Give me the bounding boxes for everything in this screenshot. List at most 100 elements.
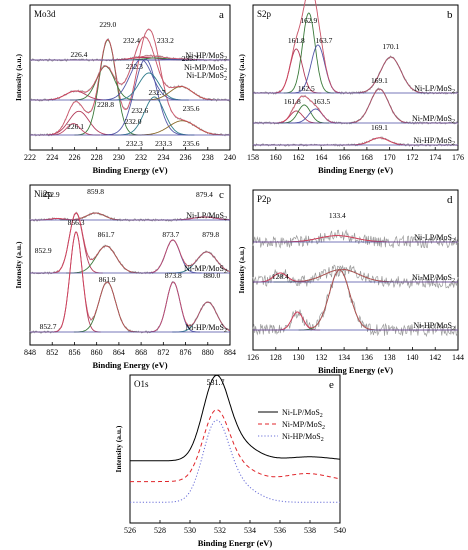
- series-line-1: [130, 374, 341, 462]
- x-tick-label: 868: [135, 348, 147, 357]
- x-tick-label: 230: [113, 153, 125, 162]
- panel-c: 848 852 856 860 864 868 872 876 880 884 Binding En…: [14, 184, 236, 370]
- panel-title: S2p: [257, 9, 272, 19]
- x-tick-label: 240: [224, 153, 236, 162]
- y-axis-label: Intensity (a.u.): [14, 54, 23, 101]
- x-tick-label: 852: [46, 348, 58, 357]
- series-line-3: [130, 419, 340, 503]
- fit-component: [74, 39, 142, 136]
- peak-annotation: 161.8: [284, 97, 301, 106]
- x-tick-label: 534: [244, 526, 256, 535]
- x-tick-label: 130: [293, 353, 305, 362]
- peak-annotation: 226.4: [70, 50, 87, 59]
- panel-e: 526 528 530 532 534 536 538 540 Binding Energr (…: [114, 374, 346, 548]
- peak-annotation: 229.0: [99, 20, 116, 29]
- fit-envelope: [253, 0, 458, 94]
- peak-annotation: 856.3: [68, 218, 85, 227]
- peak-annotation: 879.4: [196, 190, 213, 199]
- x-tick-label: 540: [334, 526, 346, 535]
- peak-annotation: 226.1: [67, 122, 84, 131]
- series-label: Ni-HP/MoS2: [413, 136, 455, 147]
- panel-a: 222 224 226 228 230 232 234 236 238 240 Binding En…: [14, 4, 236, 175]
- x-tick-label: 170: [384, 153, 396, 162]
- x-tick-label: 884: [224, 348, 236, 357]
- x-tick-label: 172: [406, 153, 418, 162]
- panel-title: Ni2p: [34, 189, 53, 199]
- fit-envelope: [30, 212, 231, 274]
- panel-d: 126 128 130 132 134 136 138 140 142 144 Binding En…: [237, 189, 464, 375]
- series-label: Ni-HP/MoS2: [185, 51, 227, 62]
- x-tick-label: 126: [247, 353, 259, 362]
- x-tick-label: 848: [24, 348, 36, 357]
- x-tick-label: 876: [180, 348, 192, 357]
- peak-annotation: 163.7: [315, 36, 332, 45]
- x-tick-label: 168: [361, 153, 373, 162]
- panel-letter: c: [219, 189, 224, 201]
- x-axis-label: Binding Energr (eV): [198, 538, 273, 548]
- x-tick-label: 224: [46, 153, 58, 162]
- fit-component: [279, 104, 330, 124]
- peak-annotation: 232.3: [126, 139, 143, 148]
- x-tick-label: 228: [91, 153, 103, 162]
- peak-annotation: 170.1: [382, 42, 399, 51]
- x-axis-label: Binding Energy (eV): [92, 165, 167, 175]
- x-tick-label: 138: [384, 353, 396, 362]
- plot-frame: [252, 4, 459, 151]
- peak-annotation: 873.8: [165, 271, 182, 280]
- peak-annotation: 879.8: [202, 230, 219, 239]
- legend-entry: Ni-LP/MoS2: [282, 408, 323, 419]
- x-tick-label: 142: [429, 353, 441, 362]
- y-axis-label: Intensity (a.u.): [237, 54, 246, 101]
- panel-letter: a: [219, 9, 224, 21]
- plot-frame: [129, 374, 341, 524]
- peak-annotation: 232.4: [123, 36, 140, 45]
- panel-title: Mo3d: [34, 9, 56, 19]
- x-tick-label: 238: [202, 153, 214, 162]
- peak-annotation: 128.4: [272, 272, 289, 281]
- fit-envelope: [30, 231, 231, 333]
- series-label: Ni-HP/MoS2: [185, 323, 227, 334]
- fit-component: [66, 245, 147, 274]
- legend-entry: Ni-MP/MoS2: [282, 420, 325, 431]
- fit-component: [343, 88, 416, 124]
- peak-annotation: 232.0: [125, 117, 142, 126]
- series-label: Ni-MP/MoS2: [184, 63, 227, 74]
- peak-annotation: 232.3: [126, 62, 143, 71]
- x-tick-label: 532: [214, 526, 226, 535]
- fit-component: [35, 90, 116, 101]
- plot-frame: [252, 189, 459, 351]
- peak-annotation: 880.0: [203, 271, 220, 280]
- peak-annotation: 162.5: [298, 84, 315, 93]
- x-tick-label: 234: [157, 153, 169, 162]
- series-label: Ni-LP/MoS2: [186, 71, 227, 82]
- series-label: Ni-HP/MoS2: [413, 321, 455, 332]
- x-tick-label: 144: [452, 353, 464, 362]
- panel-letter: b: [447, 9, 453, 21]
- x-tick-label: 174: [429, 153, 441, 162]
- fit-envelope: [30, 28, 230, 136]
- series-label: Ni-MP/MoS2: [184, 264, 227, 275]
- fit-component: [114, 96, 195, 136]
- peak-annotation: 232.7: [148, 88, 165, 97]
- x-tick-label: 856: [68, 348, 80, 357]
- peak-annotation: 161.8: [288, 36, 305, 45]
- series-label: Ni-LP/MoS2: [414, 84, 455, 95]
- peak-annotation: 861.9: [99, 275, 116, 284]
- x-tick-label: 164: [315, 153, 327, 162]
- x-tick-label: 176: [452, 153, 464, 162]
- x-tick-label: 232: [135, 153, 147, 162]
- x-tick-label: 132: [315, 353, 327, 362]
- y-axis-label: Intensity (a.u.): [14, 241, 23, 288]
- peak-annotation: 531.7: [207, 378, 225, 387]
- peak-annotation: 169.1: [371, 76, 388, 85]
- x-tick-label: 140: [406, 353, 418, 362]
- panel-b: 158 160 162 164 166 168 170 172 174 176 Binding En…: [237, 0, 464, 175]
- fit-component: [283, 12, 334, 94]
- peak-annotation: 162.9: [300, 16, 317, 25]
- x-tick-label: 158: [247, 153, 259, 162]
- x-tick-label: 860: [91, 348, 103, 357]
- x-tick-label: 166: [338, 153, 350, 162]
- peak-annotation: 859.8: [87, 187, 104, 196]
- peak-annotation: 861.7: [98, 230, 115, 239]
